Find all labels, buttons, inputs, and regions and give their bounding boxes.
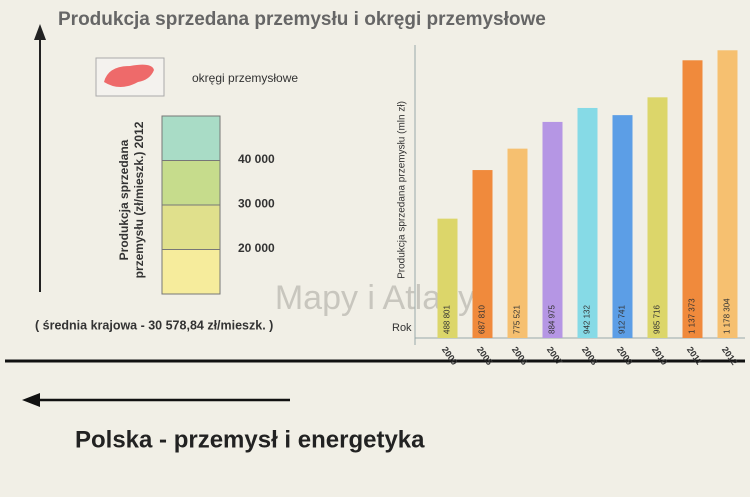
value-label: 884 975: [548, 305, 557, 334]
value-label: 687 810: [478, 305, 487, 334]
page-title: Produkcja sprzedana przemysłu i okręgi p…: [58, 9, 546, 30]
footer-title: Polska - przemysł i energetyka: [75, 426, 425, 453]
x-tick-label: 2008: [580, 345, 600, 367]
scale-title: Produkcja sprzedana przemysłu (zł/mieszk…: [117, 121, 146, 278]
value-label: 985 716: [653, 305, 662, 334]
bar: [542, 121, 563, 338]
scale-title-line: Produkcja sprzedana: [117, 139, 131, 260]
bar: [682, 60, 703, 338]
x-tick-label: 2005: [475, 345, 495, 367]
scale-break-label: 20 000: [238, 241, 275, 255]
value-label: 1 178 304: [723, 298, 732, 334]
x-tick-label: 2009: [615, 345, 635, 367]
value-label: 775 521: [513, 305, 522, 334]
x-tick-label: 2012: [720, 345, 740, 367]
bar: [717, 50, 738, 339]
bar: [647, 97, 668, 338]
left-arrow-head: [22, 393, 40, 407]
region-symbol: [104, 64, 154, 87]
scale-box: [161, 249, 221, 295]
up-arrow-head: [34, 24, 46, 40]
scale-box: [161, 115, 221, 161]
bar: [577, 107, 598, 338]
x-tick-label: 2007: [545, 345, 565, 367]
bar: [472, 170, 493, 338]
value-label: 488 801: [443, 305, 452, 334]
x-axis-title: Rok: [392, 322, 412, 334]
region-label: okręgi przemysłowe: [192, 71, 298, 85]
value-label: 1 137 373: [688, 298, 697, 334]
scale-break-label: 30 000: [238, 197, 275, 211]
x-tick-label: 2011: [685, 345, 704, 367]
x-tick-label: 2006: [510, 345, 530, 367]
bar: [437, 218, 458, 338]
value-label: 912 741: [618, 305, 627, 334]
bar: [612, 115, 633, 339]
scale-title-line: przemysłu (zł/mieszk.) 2012: [132, 121, 146, 278]
scale-box: [161, 160, 221, 206]
scale-break-label: 40 000: [238, 152, 275, 166]
x-tick-label: 2010: [650, 345, 670, 367]
value-label: 942 132: [583, 305, 592, 334]
y-axis-title: Produkcja sprzedana przemysłu (mln zł): [397, 101, 408, 279]
scale-box: [161, 204, 221, 250]
note: ( średnia krajowa - 30 578,84 zł/mieszk.…: [35, 318, 273, 332]
bar: [507, 148, 528, 338]
x-tick-label: 2000: [440, 345, 460, 367]
